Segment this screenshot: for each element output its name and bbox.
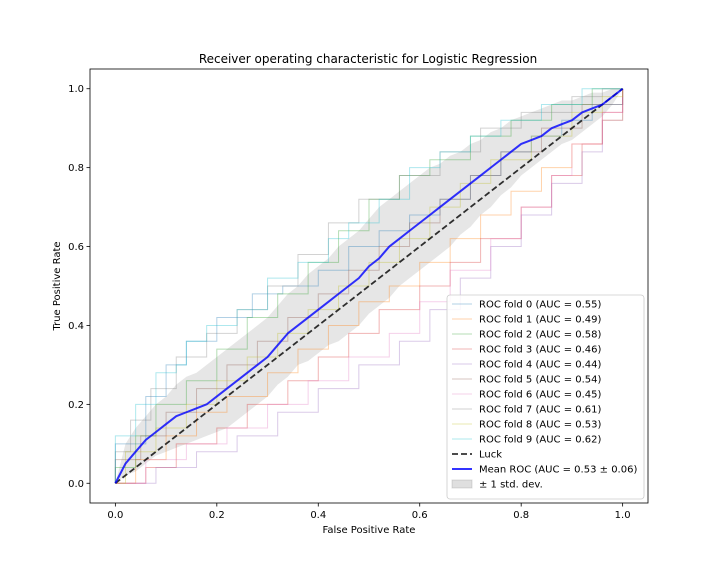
legend-std-band-label: ± 1 std. dev. [479, 480, 543, 491]
legend-fold-4-label: ROC fold 4 (AUC = 0.44) [479, 360, 602, 371]
x-axis-ticks: 0.0 0.2 0.4 0.6 0.8 1.0 [107, 503, 631, 521]
plot-area [89, 68, 649, 504]
y-tick-label: 0.2 [68, 400, 84, 411]
legend-fold-8-label: ROC fold 8 (AUC = 0.53) [479, 420, 602, 431]
legend-items: ROC fold 0 (AUC = 0.55) ROC fold 1 (AUC =… [451, 300, 637, 491]
y-tick-label: 0.6 [68, 242, 84, 253]
y-tick-label: 0.4 [68, 321, 84, 332]
y-tick-label: 1.0 [68, 84, 84, 95]
legend-fold-0-label: ROC fold 0 (AUC = 0.55) [479, 300, 602, 311]
roc-fold-4-line [115, 88, 624, 484]
y-tick-label: 0.8 [68, 163, 84, 174]
legend-fold-3-label: ROC fold 3 (AUC = 0.46) [479, 345, 602, 356]
x-tick-label: 0.0 [107, 510, 123, 521]
x-tick-label: 0.6 [412, 510, 428, 521]
legend-mean-roc-label: Mean ROC (AUC = 0.53 ± 0.06) [479, 465, 637, 476]
mean-roc-line [114, 87, 624, 484]
legend-fold-9-label: ROC fold 9 (AUC = 0.62) [479, 435, 602, 446]
chart-title: Receiver operating characteristic for Lo… [199, 52, 537, 66]
legend-fold-7-label: ROC fold 7 (AUC = 0.61) [479, 405, 602, 416]
roc-fold-0-line [114, 88, 624, 484]
x-tick-label: 0.4 [310, 510, 326, 521]
x-tick-label: 1.0 [615, 510, 631, 521]
luck-layer [114, 88, 624, 484]
y-axis-ticks: 0.0 0.2 0.4 0.6 0.8 1.0 [68, 84, 90, 490]
legend: ROC fold 0 (AUC = 0.55) ROC fold 1 (AUC =… [446, 294, 645, 500]
legend-fold-1-label: ROC fold 1 (AUC = 0.49) [479, 315, 602, 326]
roc-fold-7-line [114, 88, 623, 484]
folds-layer [114, 88, 624, 484]
roc-fold-6-line [115, 88, 624, 484]
plot-frame [89, 68, 649, 504]
y-tick-label: 0.0 [68, 479, 84, 490]
x-axis-label: False Positive Rate [323, 525, 416, 536]
legend-fold-2-label: ROC fold 2 (AUC = 0.58) [479, 330, 602, 341]
luck-line [114, 88, 624, 484]
legend-fold-6-label: ROC fold 6 (AUC = 0.45) [479, 390, 602, 401]
legend-std-band-swatch [451, 479, 473, 489]
mean-layer [114, 87, 624, 484]
roc-fold-2-line [114, 88, 623, 484]
x-tick-label: 0.2 [209, 510, 225, 521]
roc-fold-3-line [115, 88, 624, 484]
x-tick-label: 0.8 [513, 510, 529, 521]
roc-fold-9-line [114, 88, 623, 484]
legend-frame [446, 294, 645, 500]
legend-fold-5-label: ROC fold 5 (AUC = 0.54) [479, 375, 602, 386]
y-axis-label: True Positive Rate [52, 241, 63, 331]
legend-luck-label: Luck [479, 450, 502, 461]
roc-fold-5-line [114, 88, 624, 484]
